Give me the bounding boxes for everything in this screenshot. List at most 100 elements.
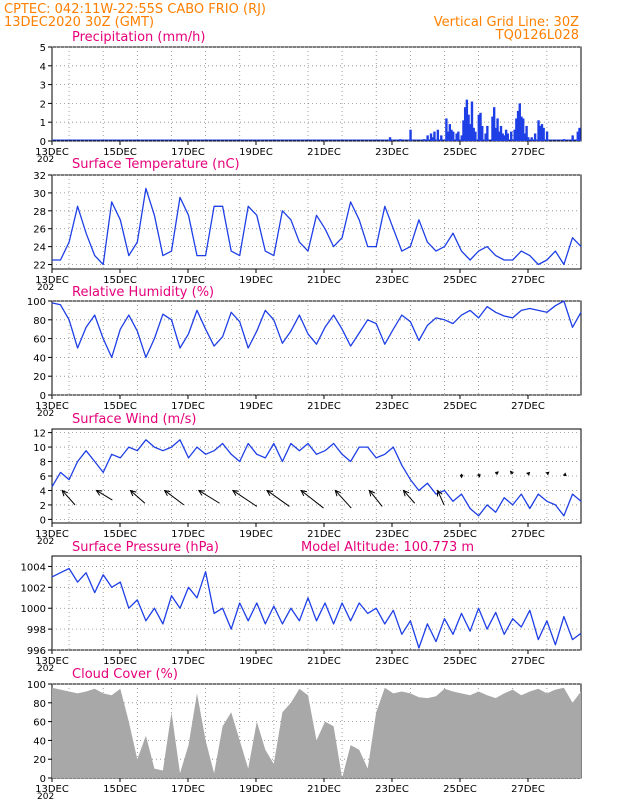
- temp-ytick-label: 30: [33, 189, 46, 200]
- wind-arrowhead: [197, 489, 205, 496]
- header-grid-line: Vertical Grid Line: 30Z: [434, 15, 579, 30]
- wind-arrow: [96, 490, 113, 501]
- precip-bar: [452, 131, 455, 141]
- precip-year-label: 202: [37, 155, 54, 165]
- wind-ytick-label: 12: [33, 429, 46, 440]
- precip-bar: [484, 133, 487, 141]
- rh-xtick-label: 25DEC: [443, 401, 477, 412]
- precip-bar: [463, 107, 467, 141]
- precip-xtick-label: 13DEC: [35, 147, 69, 158]
- cloud-xtick-label: 23DEC: [375, 784, 409, 795]
- pressure-ytick-label: 1002: [21, 583, 46, 594]
- wind-arrowhead-small: [526, 471, 531, 476]
- temp-panel: 22 24 26 28 30 32 13DEC 15DEC 17DEC 19DEC 21DEC 23D…: [33, 157, 582, 293]
- precip-bar: [523, 133, 527, 141]
- wind-xtick-label: 15DEC: [103, 529, 137, 540]
- cloud-xtick-label: 17DEC: [171, 784, 205, 795]
- wind-arrow: [300, 490, 324, 509]
- rh-ytick-label: 80: [33, 316, 46, 327]
- temp-xtick-label: 25DEC: [443, 275, 477, 286]
- wind-xtick-label: 19DEC: [239, 529, 273, 540]
- precip-bar: [506, 133, 510, 141]
- pressure-xtick-label: 17DEC: [171, 656, 205, 667]
- wind-arrowhead-small: [495, 471, 499, 476]
- rh-year-label: 202: [37, 409, 54, 419]
- precip-bar: [460, 135, 463, 141]
- wind-arrowhead: [129, 489, 137, 497]
- pressure-xtick-label: 19DEC: [239, 656, 273, 667]
- wind-arrowhead: [266, 489, 273, 496]
- wind-arrow: [130, 490, 146, 504]
- cloud-ytick-label: 60: [33, 718, 46, 729]
- pressure-ytick-label: 996: [27, 646, 46, 657]
- temp-ytick-label: 26: [33, 225, 46, 236]
- cloud-ytick-label: 20: [33, 755, 46, 766]
- wind-arrow: [198, 490, 220, 504]
- cloud-ytick-label: 100: [27, 680, 46, 691]
- header-model: TQ0126L028: [495, 28, 579, 43]
- wind-arrowhead: [61, 489, 68, 497]
- wind-arrowhead: [300, 489, 308, 497]
- precip-bar: [521, 118, 525, 141]
- wind-arrowhead-small: [509, 470, 514, 475]
- precip-bar: [474, 131, 477, 141]
- wind-xtick-label: 13DEC: [35, 529, 69, 540]
- precip-bar: [504, 129, 508, 141]
- precip-bar: [436, 129, 440, 141]
- precip-bar: [516, 110, 520, 141]
- temp-ytick-label: 28: [33, 207, 46, 218]
- precip-ytick-label: 4: [40, 62, 46, 73]
- precip-bar: [469, 124, 472, 141]
- precip-bar: [481, 125, 484, 141]
- precip-bar: [515, 118, 518, 141]
- temp-ytick-label: 32: [33, 171, 46, 182]
- precip-bar: [429, 133, 433, 141]
- temp-xtick-label: 15DEC: [103, 275, 137, 286]
- rh-ytick-label: 60: [33, 335, 46, 346]
- precip-ytick-label: 1: [40, 118, 46, 129]
- rh-ytick-label: 40: [33, 353, 46, 364]
- precip-bar: [388, 137, 392, 141]
- temp-xtick-label: 21DEC: [307, 275, 341, 286]
- temp-xtick-label: 27DEC: [511, 275, 545, 286]
- wind-arrow: [232, 490, 258, 507]
- precip-bar: [571, 135, 574, 141]
- temp-series-line: [52, 187, 582, 266]
- precip-xtick-label: 25DEC: [443, 147, 477, 158]
- precip-bar: [426, 135, 429, 141]
- precip-bar: [462, 120, 465, 141]
- precip-bar: [530, 137, 533, 141]
- wind-arrowhead: [437, 489, 443, 497]
- precip-xtick-label: 15DEC: [103, 147, 137, 158]
- pressure-panel: 996 998 1000 1002 1004 13DEC 15DEC 17DEC 19DEC 21…: [21, 540, 582, 674]
- precip-bar: [446, 131, 450, 141]
- rh-xtick-label: 27DEC: [511, 401, 545, 412]
- pressure-xtick-label: 13DEC: [35, 656, 69, 667]
- header-station: CPTEC: 042:11W-22:55S CABO FRIO (RJ): [4, 2, 266, 17]
- wind-title: Surface Wind (m/s): [72, 412, 196, 427]
- precip-bar: [470, 101, 474, 141]
- precip-bar: [455, 133, 458, 141]
- wind-arrow: [164, 490, 185, 506]
- precip-bar: [510, 131, 513, 141]
- pressure-subtitle: Model Altitude: 100.773 m: [301, 540, 474, 555]
- wind-arrow: [369, 490, 383, 507]
- cloud-xtick-label: 25DEC: [443, 784, 477, 795]
- precip-xtick-label: 17DEC: [171, 147, 205, 158]
- precip-bar: [545, 131, 549, 141]
- precip-bar: [539, 125, 542, 141]
- precip-bar: [409, 129, 412, 141]
- precip-bar: [445, 118, 448, 141]
- precip-bar: [542, 127, 545, 141]
- wind-ytick-label: 6: [40, 472, 46, 483]
- rh-xtick-label: 19DEC: [239, 401, 273, 412]
- pressure-ytick-label: 998: [27, 625, 46, 636]
- wind-arrowhead-small: [459, 474, 464, 479]
- precip-title: Precipitation (mm/h): [72, 30, 205, 45]
- rh-ytick-label: 20: [33, 372, 46, 383]
- precip-bar: [496, 118, 499, 141]
- wind-xtick-label: 25DEC: [443, 529, 477, 540]
- cloud-xtick-label: 15DEC: [103, 784, 137, 795]
- wind-ytick-label: 8: [40, 458, 46, 469]
- precip-bar: [498, 131, 501, 141]
